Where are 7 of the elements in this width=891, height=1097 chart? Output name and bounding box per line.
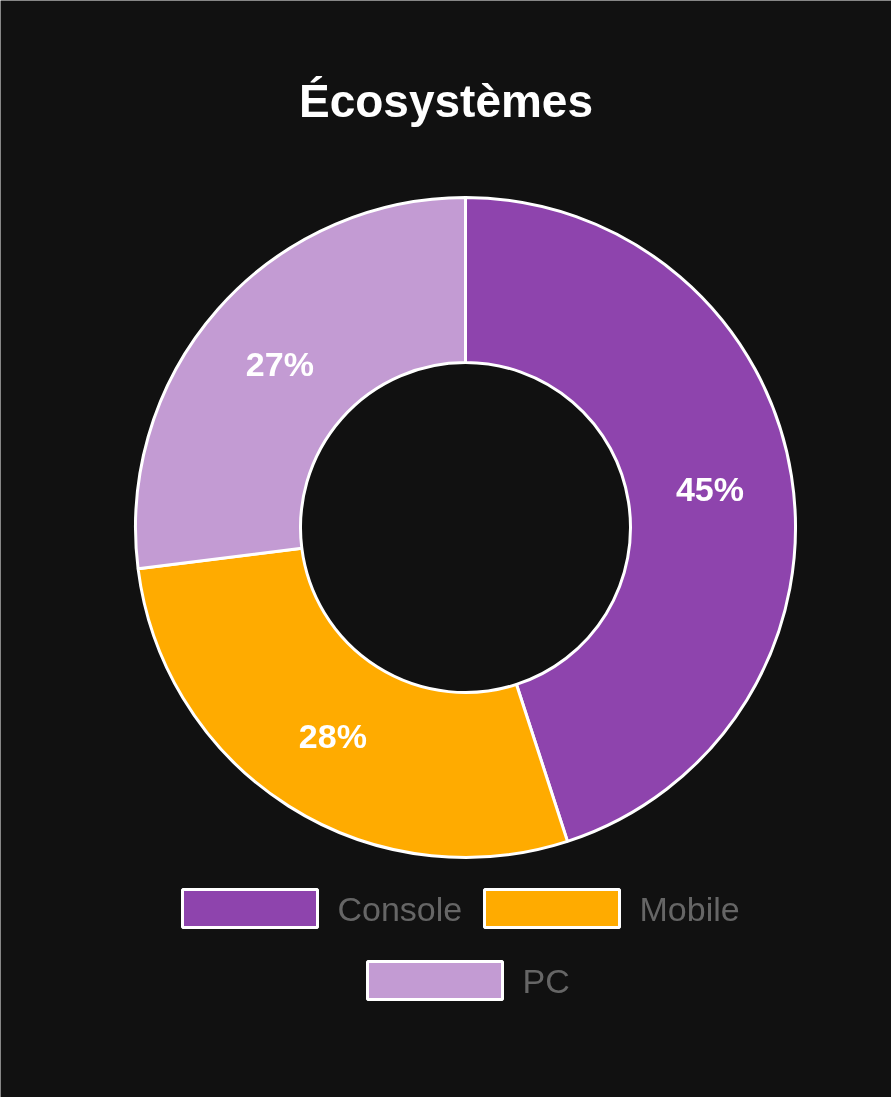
legend-label: Mobile bbox=[639, 889, 740, 928]
legend-label: Console bbox=[337, 889, 463, 928]
chart-title: Écosystèmes bbox=[298, 74, 594, 127]
legend-label: PC bbox=[522, 961, 570, 1000]
data-label: 27% bbox=[245, 344, 314, 383]
data-label: 45% bbox=[675, 469, 744, 508]
data-label: 28% bbox=[298, 717, 367, 756]
